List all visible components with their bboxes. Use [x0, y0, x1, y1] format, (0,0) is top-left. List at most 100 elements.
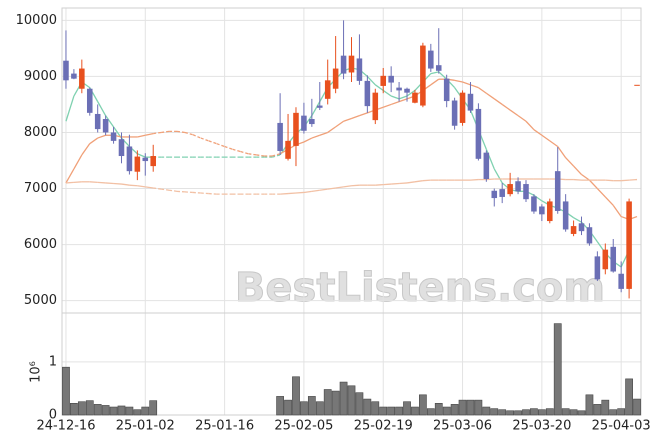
- candle-body: [340, 55, 347, 74]
- moving-average: [145, 132, 154, 136]
- moving-average: [208, 140, 217, 145]
- moving-average: [557, 146, 567, 159]
- volume-bar: [411, 406, 419, 416]
- candle-body: [316, 105, 323, 108]
- moving-average: [248, 153, 257, 156]
- volume-bar: [426, 408, 435, 416]
- volume-bar: [569, 409, 578, 416]
- moving-average: [97, 181, 106, 184]
- moving-average: [153, 187, 162, 190]
- volume-bar: [300, 401, 308, 416]
- candle-body: [396, 87, 402, 91]
- candle-body: [499, 189, 505, 197]
- moving-average: [509, 109, 519, 117]
- volume-bar: [633, 398, 641, 416]
- moving-average: [105, 182, 114, 185]
- moving-average: [374, 84, 384, 91]
- volume-bar: [93, 404, 102, 416]
- moving-average: [335, 186, 344, 189]
- moving-average: [137, 153, 146, 158]
- x-tick-label: 25-01-16: [195, 419, 254, 434]
- moving-average: [422, 179, 431, 182]
- moving-average: [288, 192, 297, 195]
- moving-average: [462, 81, 471, 86]
- volume-bar: [458, 399, 467, 416]
- candle-body: [71, 73, 77, 79]
- candle-body: [467, 93, 474, 111]
- volume-bar: [514, 410, 522, 416]
- x-tick-label: 24-12-16: [36, 419, 95, 434]
- candle-body: [586, 227, 593, 244]
- moving-average: [113, 182, 122, 185]
- volume-bar: [545, 408, 554, 416]
- x-tick-label: 25-01-02: [116, 419, 175, 434]
- candle-body: [570, 226, 577, 234]
- volume-bar: [482, 406, 491, 416]
- volume-bar: [339, 381, 348, 416]
- candle-body: [602, 249, 609, 270]
- volume-bar: [85, 400, 94, 416]
- moving-average: [549, 140, 559, 148]
- candle-body: [332, 68, 339, 89]
- candle-body: [435, 65, 442, 71]
- moving-average: [311, 101, 321, 116]
- candle-body: [459, 92, 466, 123]
- moving-average: [327, 187, 336, 190]
- moving-average: [581, 173, 590, 181]
- moving-average: [485, 149, 495, 170]
- moving-average: [311, 189, 320, 192]
- candle-body: [531, 196, 537, 212]
- candle-body: [443, 78, 450, 102]
- x-tick-label: 25-02-19: [354, 419, 413, 434]
- volume-bar: [490, 408, 499, 416]
- volume-bar: [506, 410, 514, 416]
- volume-bar: [617, 408, 626, 416]
- volume-bar: [434, 403, 443, 416]
- moving-average: [137, 134, 146, 138]
- volume-bar: [307, 396, 316, 416]
- moving-average: [153, 131, 162, 135]
- volume-bar: [323, 389, 332, 416]
- moving-average: [398, 98, 408, 103]
- volume-bar: [387, 406, 396, 416]
- candle-body: [578, 223, 585, 232]
- volume-bar: [403, 401, 411, 416]
- moving-average: [216, 143, 225, 148]
- volume-bar: [70, 403, 78, 416]
- watermark: BestListens.com: [235, 265, 605, 311]
- moving-average: [351, 184, 360, 187]
- moving-average: [184, 131, 194, 136]
- candle-body: [618, 273, 624, 289]
- moving-average: [65, 181, 74, 184]
- moving-average: [390, 95, 400, 100]
- x-tick-label: 25-04-03: [592, 419, 651, 434]
- moving-average: [303, 190, 312, 194]
- candle-body: [110, 132, 117, 141]
- volume-bar: [331, 390, 340, 416]
- volume-bar: [625, 378, 633, 416]
- moving-average: [517, 115, 527, 122]
- moving-average: [343, 117, 352, 122]
- candle-body: [277, 122, 283, 151]
- candle-body: [324, 80, 331, 99]
- moving-average: [200, 137, 209, 142]
- moving-average: [73, 181, 82, 184]
- candle-body: [634, 84, 640, 86]
- volume-bar: [442, 406, 451, 416]
- volume-bar: [149, 400, 158, 416]
- moving-average: [391, 182, 400, 185]
- moving-average: [414, 180, 423, 183]
- moving-average: [398, 95, 408, 100]
- moving-average: [256, 154, 265, 157]
- moving-average: [375, 183, 384, 186]
- volume-bar: [363, 398, 372, 416]
- candle-body: [79, 68, 85, 89]
- candle-body: [380, 75, 387, 86]
- moving-average: [470, 84, 479, 89]
- moving-average: [612, 204, 622, 217]
- moving-average: [192, 134, 202, 139]
- candle-body: [63, 60, 69, 81]
- moving-average: [383, 103, 392, 108]
- moving-average: [470, 178, 479, 181]
